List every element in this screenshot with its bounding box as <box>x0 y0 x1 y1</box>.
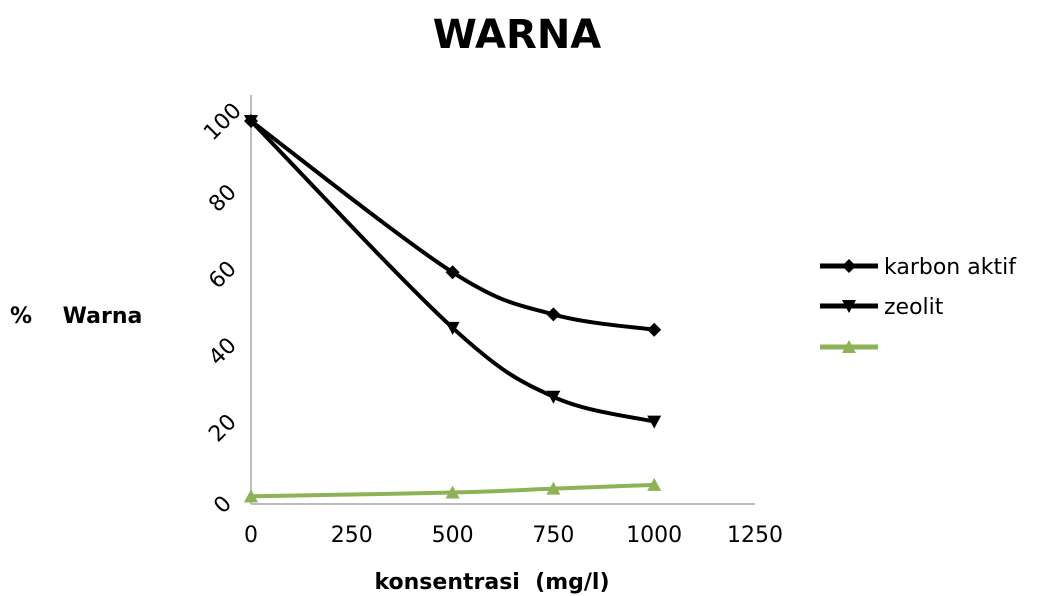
legend-item-2: zeolit <box>820 295 944 320</box>
legend: karbon aktif zeolit <box>820 255 1017 353</box>
y-tick-label: 100 <box>199 98 246 145</box>
x-tick-label: 250 <box>331 523 373 548</box>
y-tick-label: 40 <box>204 333 241 370</box>
series-3-point <box>546 481 561 495</box>
y-tick-label: 80 <box>204 180 241 217</box>
x-axis-title: konsentrasi (mg/l) <box>374 570 609 595</box>
series-3-line <box>249 482 657 499</box>
x-tick-label: 750 <box>532 523 574 548</box>
series-2-point <box>445 321 460 335</box>
series-3-point <box>244 489 258 503</box>
y-axis-title: % Warna <box>10 304 142 329</box>
legend-marker <box>842 300 856 313</box>
y-tick-label: 0 <box>209 491 237 519</box>
x-tick-label: 1250 <box>727 523 783 548</box>
series-2-point <box>546 390 561 404</box>
series-1-point <box>445 265 460 280</box>
legend-label: zeolit <box>884 295 944 320</box>
series-1-line <box>249 119 657 332</box>
series-2-line <box>249 119 657 424</box>
y-tick-label: 60 <box>204 257 241 294</box>
series-3 <box>244 477 662 503</box>
x-axis-ticks: 0 250 500 750 1000 1250 <box>244 523 783 548</box>
legend-label: karbon aktif <box>884 255 1017 280</box>
legend-marker <box>842 340 856 353</box>
y-tick-label: 20 <box>204 410 241 447</box>
series-3-point <box>647 477 662 491</box>
plot-area <box>244 114 662 503</box>
y-axis-ticks: 0 20 40 60 80 100 <box>199 98 246 518</box>
x-tick-label: 1000 <box>626 523 682 548</box>
x-tick-label: 500 <box>432 523 474 548</box>
x-tick-label: 0 <box>244 523 258 548</box>
legend-marker <box>842 259 856 273</box>
legend-item-3 <box>820 340 878 353</box>
series-1-point <box>647 322 662 337</box>
series-1 <box>244 114 662 337</box>
series-1-point <box>546 307 561 322</box>
legend-item-1: karbon aktif <box>820 255 1017 280</box>
series-2 <box>244 115 662 429</box>
series-2-point <box>647 415 662 429</box>
series-3-point <box>445 485 460 499</box>
series-2-point <box>244 115 258 128</box>
chart-title: WARNA <box>433 12 602 58</box>
